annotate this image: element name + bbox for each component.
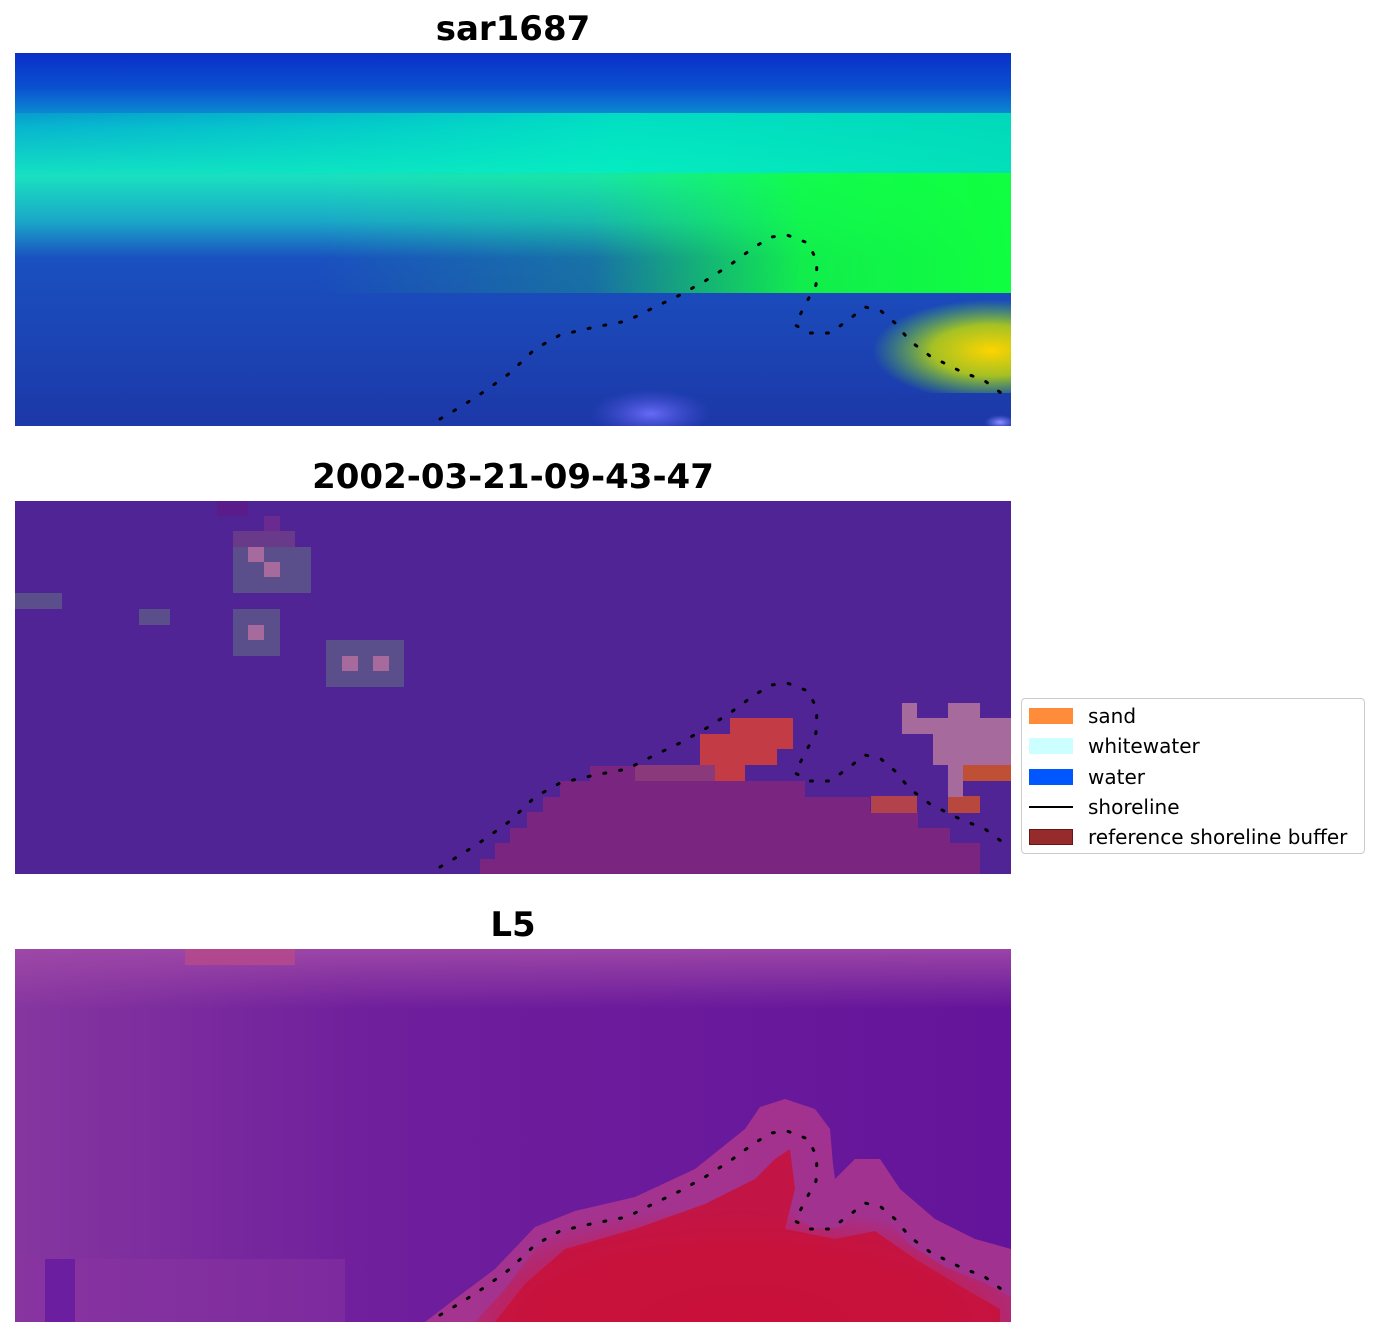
legend-label-reference-shoreline-buffer: reference shoreline buffer (1088, 825, 1348, 849)
l5-image-panel (15, 949, 1011, 1322)
legend: sand whitewater water shoreline referenc… (1021, 698, 1365, 854)
panel-title-l5: L5 (490, 905, 536, 945)
sand-swatch (1029, 708, 1073, 724)
legend-label-whitewater: whitewater (1088, 734, 1200, 758)
panel-title-date: 2002-03-21-09-43-47 (312, 457, 714, 497)
shoreline-swatch (1029, 806, 1073, 808)
panel-title-sar: sar1687 (435, 9, 591, 49)
legend-label-shoreline: shoreline (1088, 795, 1180, 819)
classification-image-panel (15, 501, 1011, 874)
legend-label-sand: sand (1088, 704, 1137, 728)
water-swatch (1029, 769, 1073, 785)
whitewater-swatch (1029, 738, 1073, 754)
legend-label-water: water (1088, 765, 1145, 789)
reference-shoreline-buffer-swatch (1029, 829, 1073, 845)
sar-image-panel (15, 53, 1011, 426)
